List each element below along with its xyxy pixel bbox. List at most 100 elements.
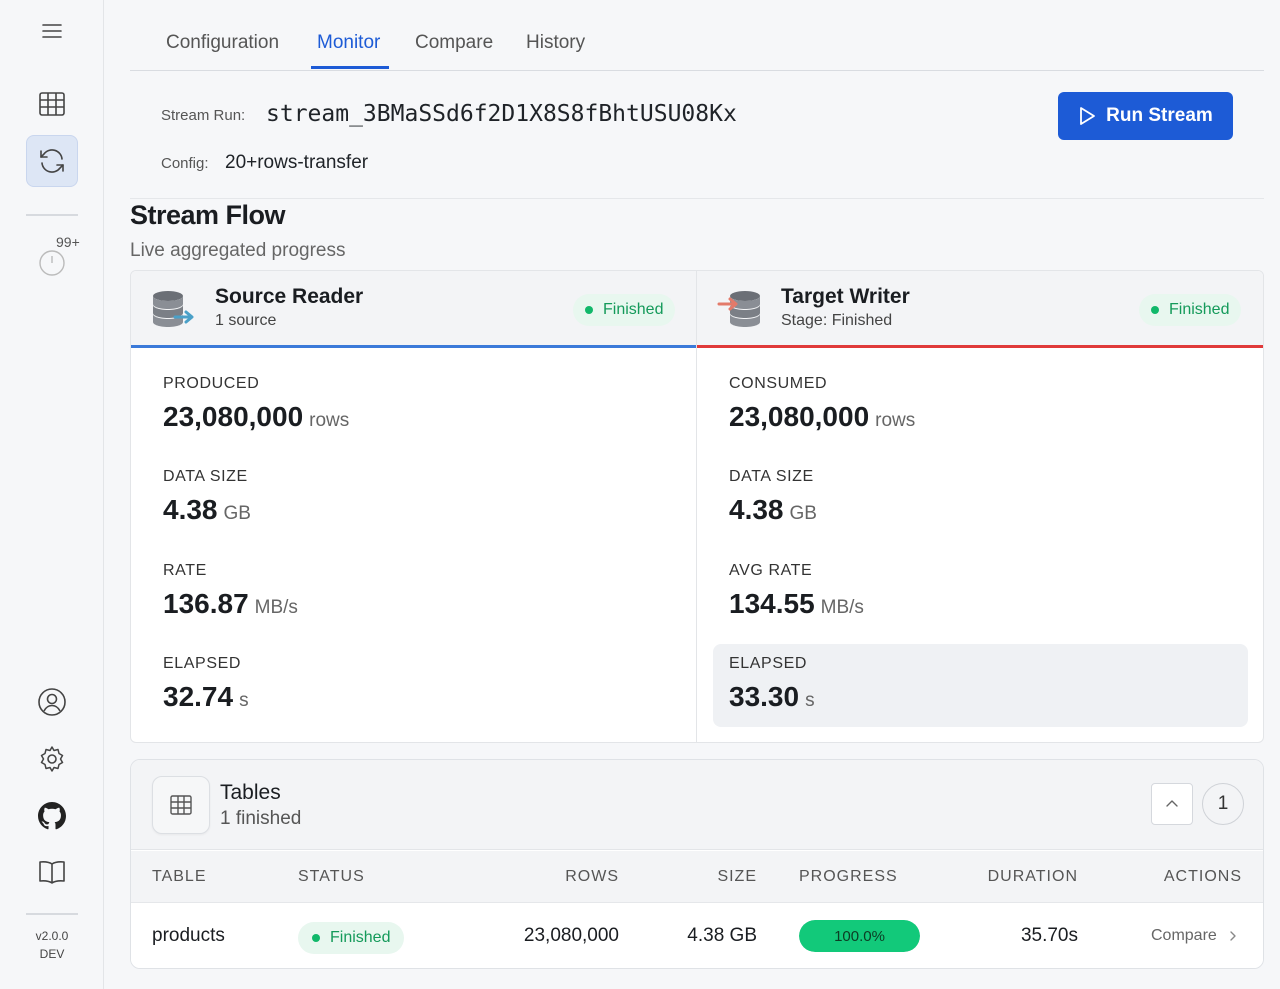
column-header-table[interactable]: TABLE <box>152 868 207 885</box>
metric-unit: rows <box>875 410 916 431</box>
source-status-text: Finished <box>603 301 664 318</box>
metric-value: 136.87 <box>163 588 249 619</box>
env-label: DEV <box>39 947 65 961</box>
metric-unit: rows <box>309 410 350 431</box>
metric-value-row: 23,080,000 rows <box>729 401 915 433</box>
target-writer-subtitle: Stage: Finished <box>781 312 893 329</box>
metric-elapsed: ELAPSED 33.30 s <box>729 655 815 713</box>
metric-label: PRODUCED <box>163 375 260 392</box>
metric-value: 23,080,000 <box>163 401 304 432</box>
run-stream-label: Run Stream <box>1106 105 1213 126</box>
source-status-badge: Finished <box>573 294 676 326</box>
metric-produced: PRODUCED 23,080,000 rows <box>163 375 349 433</box>
metric-value: 134.55 <box>729 588 815 619</box>
table-icon[interactable] <box>26 78 78 130</box>
status-dot <box>312 934 320 942</box>
sidebar: 99+ v2.0.0 DEV <box>0 0 104 989</box>
tables-title: Tables <box>220 781 281 804</box>
timer-icon[interactable] <box>26 236 78 288</box>
tab-compare[interactable]: Compare <box>415 32 494 53</box>
status-text: Finished <box>330 929 391 946</box>
menu-icon[interactable] <box>26 5 78 57</box>
stream-flow-title: Stream Flow <box>130 200 286 230</box>
metric-label: AVG RATE <box>729 562 813 579</box>
status-dot <box>585 306 593 314</box>
tables-count-badge: 1 <box>1202 783 1244 825</box>
collapse-button[interactable] <box>1151 783 1193 825</box>
database-import-icon <box>717 291 760 327</box>
metric-label: DATA SIZE <box>163 468 248 485</box>
config-label: Config: <box>161 155 209 172</box>
cell-table-name: products <box>152 925 225 946</box>
user-icon[interactable] <box>26 676 78 728</box>
metric-data-size: DATA SIZE 4.38 GB <box>163 468 251 526</box>
sidebar-divider-bottom <box>26 913 78 915</box>
compare-link[interactable]: Compare <box>1151 927 1237 945</box>
target-writer-header: Target Writer Stage: Finished Finished <box>697 271 1263 348</box>
cell-size: 4.38 GB <box>687 925 757 946</box>
table-icon <box>152 776 210 834</box>
chevron-right-icon <box>1230 931 1236 941</box>
github-icon[interactable] <box>26 790 78 842</box>
database-export-icon <box>153 291 194 327</box>
metric-rate: RATE 136.87 MB/s <box>163 562 298 620</box>
version-label: v2.0.0 <box>35 929 69 943</box>
source-reader-header: Source Reader 1 source Finished <box>131 271 696 348</box>
tab-bar: Configuration Monitor Compare History <box>130 0 1264 71</box>
metric-value: 23,080,000 <box>729 401 870 432</box>
tables-subtitle: 1 finished <box>220 808 302 829</box>
tab-monitor[interactable]: Monitor <box>317 32 381 53</box>
sync-icon[interactable] <box>26 135 78 187</box>
source-reader-subtitle: 1 source <box>215 312 277 329</box>
cell-rows: 23,080,000 <box>523 925 619 946</box>
metric-unit: GB <box>223 503 251 524</box>
metric-value-row: 32.74 s <box>163 681 249 713</box>
column-header-size[interactable]: SIZE <box>717 868 757 885</box>
metric-value: 4.38 <box>729 494 784 525</box>
metric-elapsed: ELAPSED 32.74 s <box>163 655 249 713</box>
metric-consumed: CONSUMED 23,080,000 rows <box>729 375 915 433</box>
metric-label: RATE <box>163 562 207 579</box>
metric-value-row: 136.87 MB/s <box>163 588 298 620</box>
status-badge: Finished <box>298 922 405 954</box>
progress-bar: 100.0% <box>799 920 920 952</box>
column-header-duration[interactable]: DURATION <box>987 868 1078 885</box>
book-icon[interactable] <box>26 846 78 898</box>
metric-label: CONSUMED <box>729 375 828 392</box>
table-row[interactable]: products Finished 23,080,000 4.38 GB 100… <box>131 903 1263 968</box>
target-status-badge: Finished <box>1139 294 1242 326</box>
tab-history[interactable]: History <box>526 32 586 53</box>
metric-value-row: 4.38 GB <box>163 494 251 526</box>
metric-value-row: 134.55 MB/s <box>729 588 864 620</box>
metric-data-size: DATA SIZE 4.38 GB <box>729 468 817 526</box>
column-header-status[interactable]: STATUS <box>298 868 365 885</box>
chevron-up-icon <box>1166 800 1178 807</box>
stream-flow-card: Source Reader 1 source Finished PRODUCED… <box>130 270 1264 743</box>
play-icon <box>1080 107 1096 125</box>
column-header-progress[interactable]: PROGRESS <box>799 868 898 885</box>
run-stream-button[interactable]: Run Stream <box>1058 92 1233 140</box>
target-writer-title: Target Writer <box>781 285 910 308</box>
compare-label: Compare <box>1151 927 1217 944</box>
metric-avg-rate: AVG RATE 134.55 MB/s <box>729 562 864 620</box>
metric-unit: GB <box>789 503 817 524</box>
sidebar-divider <box>26 214 78 216</box>
column-header-rows[interactable]: ROWS <box>565 868 619 885</box>
metric-label: DATA SIZE <box>729 468 814 485</box>
source-reader-panel: Source Reader 1 source Finished PRODUCED… <box>131 271 697 742</box>
tab-configuration[interactable]: Configuration <box>166 32 280 53</box>
metric-unit: s <box>805 690 815 711</box>
progress-fill <box>799 920 920 952</box>
metric-value: 33.30 <box>729 681 800 712</box>
progress-text: 100.0% <box>834 927 885 945</box>
metric-value-row: 33.30 s <box>729 681 815 713</box>
metric-unit: s <box>239 690 249 711</box>
cell-duration: 35.70s <box>1020 925 1078 946</box>
notification-badge: 99+ <box>54 234 82 250</box>
metric-label: ELAPSED <box>163 655 242 672</box>
source-reader-title: Source Reader <box>215 285 364 308</box>
metric-value: 32.74 <box>163 681 234 712</box>
gear-icon[interactable] <box>26 733 78 785</box>
target-status-text: Finished <box>1169 301 1230 318</box>
tables-card: Tables 1 finished 1 TABLE STATUS ROWS SI… <box>130 759 1264 969</box>
